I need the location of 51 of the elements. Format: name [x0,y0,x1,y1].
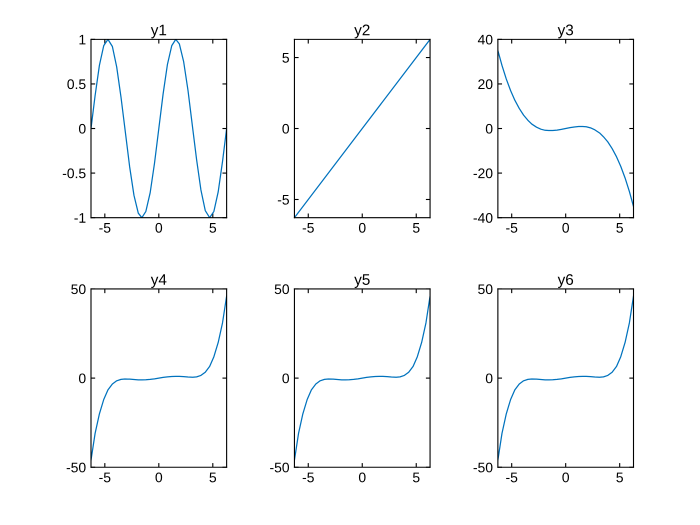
y-tick-label: 50 [71,284,86,294]
y-tick-label: -5 [278,194,289,205]
y-tick-label: 50 [274,284,290,294]
y-tick-label: 0 [78,124,86,134]
y-tick-label: -40 [474,212,492,223]
x-tick-label: 0 [562,472,570,482]
x-tick-label: 5 [209,223,216,233]
y-tick-label: -20 [474,168,492,178]
y-tick-label: 40 [478,34,492,45]
y-tick-label: -1 [74,213,86,223]
y-tick-label: 1 [79,34,86,44]
x-tick-label: -5 [99,223,110,233]
y-tick-label: 20 [478,79,492,90]
chart-title: y4 [150,274,166,288]
chart-title: y2 [354,24,370,38]
x-tick-label: 5 [616,223,623,233]
y-tick-label: 0.5 [67,79,86,90]
line-series [294,295,430,461]
y-tick-label: -0.5 [62,168,86,178]
line-series [91,295,227,461]
line-series [498,295,634,461]
x-tick-label: 5 [616,472,623,482]
x-tick-label: 0 [155,472,162,482]
x-tick-label: 5 [412,223,420,233]
chart-title: y6 [558,274,574,288]
y-tick-label: 0 [282,373,290,384]
chart-title: y5 [354,274,370,288]
x-tick-label: 0 [155,222,162,233]
y-tick-label: 0 [486,124,492,134]
x-tick-label: -5 [506,472,518,482]
y-tick-label: 50 [478,284,492,294]
chart-title: y1 [150,24,166,38]
chart-title: y3 [558,24,574,38]
x-tick-label: -5 [302,472,314,482]
y-tick-label: 0 [282,124,290,134]
x-tick-label: -5 [99,472,110,482]
x-tick-label: 5 [412,472,420,482]
x-tick-label: 0 [358,222,366,233]
y-tick-label: -50 [66,462,86,472]
x-tick-label: 0 [358,472,366,482]
y-tick-label: 0 [486,373,492,384]
x-tick-label: -5 [506,223,518,233]
x-tick-label: -5 [302,223,314,233]
line-series [498,50,634,208]
y-tick-label: 0 [78,373,86,384]
line-series [91,39,227,218]
x-tick-label: 0 [562,222,570,233]
y-tick-label: 5 [282,53,289,63]
y-tick-label: -50 [474,462,492,472]
y-tick-label: -50 [270,462,290,472]
x-tick-label: 5 [209,472,216,482]
